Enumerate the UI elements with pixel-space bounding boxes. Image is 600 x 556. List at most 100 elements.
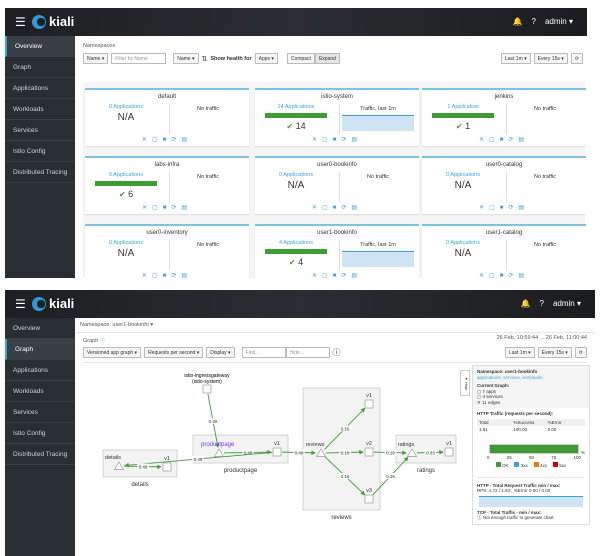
node-rev[interactable] [315,448,327,457]
help-icon[interactable]: ? [531,17,536,26]
node-det[interactable] [113,461,125,470]
sidebar-item-overview[interactable]: Overview [5,318,75,339]
bell-icon[interactable]: 🔔 [520,299,531,308]
sidebar-item-applications[interactable]: Applications [5,360,75,381]
graph-icon: ✕ [478,137,490,143]
node-pp[interactable] [213,448,225,457]
namespace-name[interactable]: istio-system [321,94,353,100]
namespace-card: default 0 Applications N/A No traffic ✕▢■⟳▤ [85,88,249,146]
hamburger-menu-icon[interactable]: ☰ [15,15,26,29]
refresh-interval-dropdown[interactable]: Every 15s ▾ [537,347,572,358]
time-range-dropdown[interactable]: Last 1m ▾ [504,347,535,358]
compact-button[interactable]: Compact [286,53,315,64]
applications-link[interactable]: 4 Applications [279,240,313,246]
sort-direction-icon[interactable]: ⇅ [201,55,208,63]
sidebar-item-workloads[interactable]: Workloads [5,99,75,120]
health-dropdown[interactable]: Apps ▾ [254,53,278,64]
applications-link[interactable]: 14 Applications [277,104,315,110]
namespace-name[interactable]: user0-inventory [146,230,188,236]
applications-icon: ▢ [322,205,333,211]
namespace-links[interactable]: ✕▢■⟳▤ [422,204,586,211]
namespace-links[interactable]: ✕▢■⟳▤ [255,136,419,143]
time-range-dropdown[interactable]: Last 1m ▾ [500,53,531,64]
rps-sparkline [479,495,583,507]
applications-link[interactable]: 0 Applications [446,240,480,246]
service-graph[interactable]: details productpage reviews ratings 0.49 0.49… [90,360,460,545]
applications-link[interactable]: 0 Applications [109,240,143,246]
sidebar-item-graph[interactable]: Graph [5,57,75,78]
applications-link[interactable]: 1 Application [447,104,479,110]
namespace-name[interactable]: user1-bookinfo [317,230,357,236]
node-ppv1[interactable] [272,447,282,457]
sidebar-item-overview[interactable]: Overview [5,36,75,57]
find-input[interactable]: Find... [241,347,286,358]
sidebar-item-distributed-tracing[interactable]: Distributed Tracing [5,444,75,465]
refresh-interval-dropdown[interactable]: Every 15s ▾ [533,53,568,64]
sidebar-item-services[interactable]: Services [5,402,75,423]
namespace-name[interactable]: labs-infra [154,162,180,168]
refresh-button[interactable]: ⟳ [574,347,587,358]
node-ratv1[interactable] [444,447,454,457]
namespace-name[interactable]: jenkins [494,94,514,100]
node-detv1[interactable] [162,462,172,472]
refresh-button[interactable]: ⟳ [570,53,583,64]
filter-input[interactable]: Filter by Name [111,53,167,64]
namespace-links[interactable]: ✕▢■⟳▤ [85,204,249,211]
namespace-name[interactable]: user0-catalog [485,162,523,168]
hamburger-menu-icon[interactable]: ☰ [15,297,26,311]
sort-dropdown[interactable]: Name ▾ [173,53,199,64]
namespace-name[interactable]: user1-catalog [485,230,523,236]
namespace-selector[interactable]: Namespace: user1-bookinfo ▾ [80,322,154,328]
applications-link[interactable]: 0 Applications [279,172,313,178]
health-bar [432,113,494,118]
legend: OK 3xx 4xx 5xx [477,462,585,469]
sidebar-item-istio-config[interactable]: Istio Config [5,423,75,444]
workloads-icon: ■ [162,137,172,143]
expand-button[interactable]: Expand [314,53,340,64]
node-ingress[interactable] [202,384,212,394]
workloads-icon: ■ [499,273,509,278]
applications-link[interactable]: 6 Applications [109,172,143,178]
sidebar-item-graph[interactable]: Graph [5,339,75,360]
graph-find-help-icon[interactable]: ⓘ [332,348,341,357]
sidebar-item-services[interactable]: Services [5,120,75,141]
bell-icon[interactable]: 🔔 [512,17,523,26]
user-menu[interactable]: admin ▾ [544,17,573,26]
applications-link[interactable]: 0 Applications [446,172,480,178]
traffic-table-row: 1.81 100.00 0.00 [479,427,557,432]
namespace-links[interactable]: ✕▢■⟳▤ [422,272,586,278]
hide-panel-tab[interactable]: ▾ Hide [460,370,470,396]
user-menu[interactable]: admin ▾ [552,299,581,308]
namespace-name[interactable]: default [157,94,176,100]
hide-input[interactable]: Hide... [285,347,330,358]
applications-link[interactable]: 0 Applications [109,104,143,110]
namespace-links[interactable]: ✕▢■⟳▤ [255,272,419,278]
panel-links[interactable]: applications, services, workloads [477,374,543,380]
display-dropdown[interactable]: Display ▾ [206,347,235,358]
filter-type-dropdown[interactable]: Name ▾ [83,53,109,64]
namespace-name[interactable]: user0-bookinfo [317,162,357,168]
help-icon[interactable]: ? [539,299,544,308]
edge-label-dropdown[interactable]: Requests per second ▾ [144,347,204,358]
node-rv3[interactable] [364,494,374,504]
namespace-card: labs-infra 6 Applications ✔ 6 No traffic ✕▢… [85,156,249,214]
edge-label: 0.16 [341,427,350,432]
sidebar-item-istio-config[interactable]: Istio Config [5,141,75,162]
namespace-links[interactable]: ✕▢■⟳▤ [85,136,249,143]
namespace-links[interactable]: ✕▢■⟳▤ [422,136,586,143]
kiali-logo: kiali [32,14,74,29]
sidebar-item-distributed-tracing[interactable]: Distributed Tracing [5,162,75,183]
graph-type-dropdown[interactable]: Versioned app graph ▾ [83,347,142,358]
namespace-links[interactable]: ✕▢■⟳▤ [255,204,419,211]
health-status: N/A [117,248,135,259]
namespace-links[interactable]: ✕▢■⟳▤ [85,272,249,278]
sidebar-item-workloads[interactable]: Workloads [5,381,75,402]
response-code-bar: % [489,443,585,455]
node-rv1[interactable] [364,399,374,409]
traffic-label: Traffic, last 1m [360,106,396,112]
node-rat[interactable] [406,448,418,457]
sidebar-item-applications[interactable]: Applications [5,78,75,99]
namespace-card: user0-inventory 0 Applications N/A No traf… [85,224,249,278]
help-icon: ⓘ [99,338,106,344]
node-rv2[interactable] [364,447,374,457]
